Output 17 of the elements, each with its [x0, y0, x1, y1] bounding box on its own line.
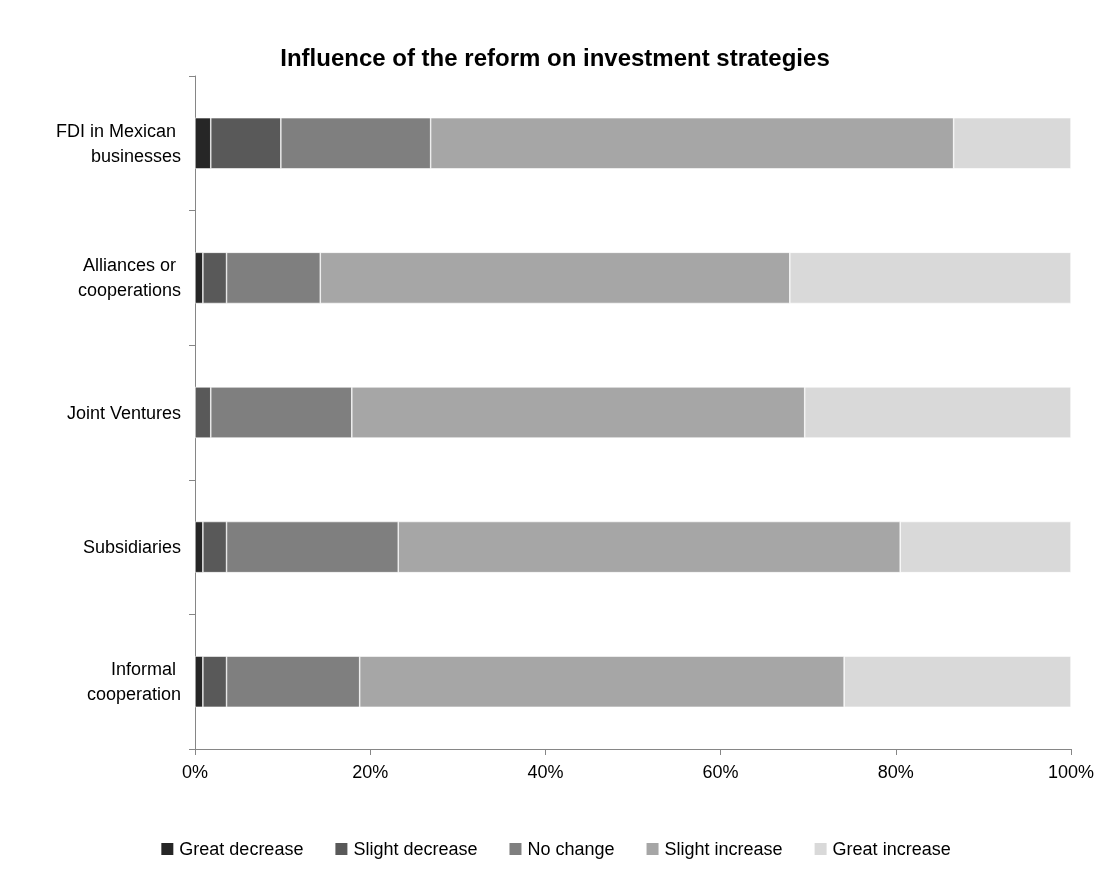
x-tick-label: 60%	[702, 762, 739, 782]
legend-label: Slight decrease	[353, 839, 478, 859]
y-tick-label: FDI in Mexican businesses	[55, 120, 181, 166]
x-tick-label: 100%	[1047, 762, 1095, 782]
y-tick-label: Alliances or cooperations	[77, 255, 181, 301]
legend-label: Great increase	[832, 839, 951, 859]
x-tick-label: 40%	[527, 762, 564, 782]
y-tick-label: Informal cooperation	[86, 659, 181, 705]
x-tick-label: 80%	[877, 762, 914, 782]
legend-label: Great decrease	[179, 839, 304, 859]
legend-label: Slight increase	[664, 839, 783, 859]
y-tick-label: Subsidiaries	[82, 537, 181, 558]
x-tick-label: 20%	[352, 762, 389, 782]
legend-label: No change	[527, 839, 615, 859]
y-tick-label: Joint Ventures	[66, 402, 181, 423]
chart-title: Influence of the reform on investment strategies	[280, 43, 830, 71]
x-tick-label: 0%	[181, 762, 209, 782]
